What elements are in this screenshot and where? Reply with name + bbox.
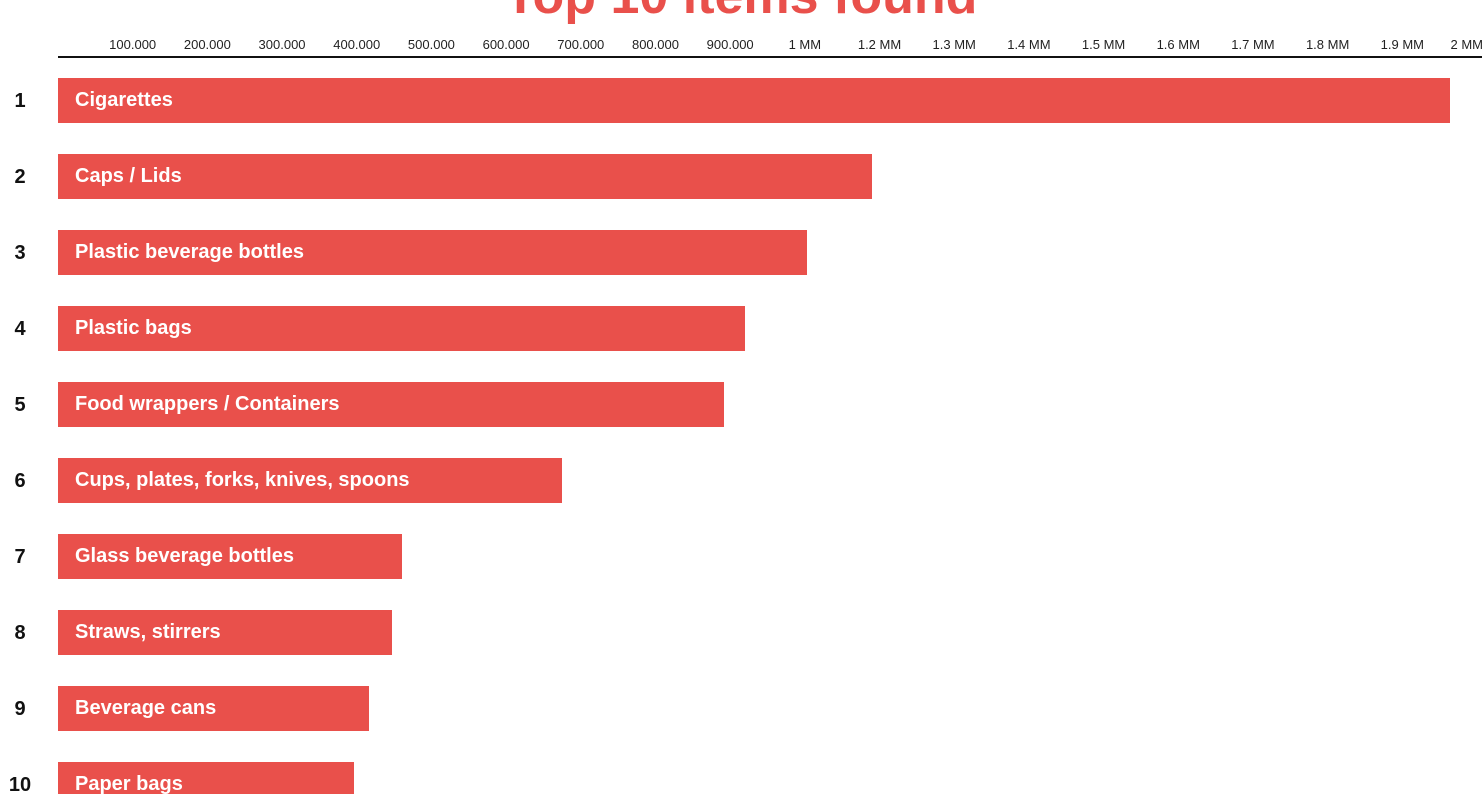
bar: Beverage cans bbox=[58, 686, 369, 731]
rank-number: 3 bbox=[14, 241, 26, 264]
x-tick-label: 1.2 MM bbox=[857, 37, 902, 52]
rank-number: 1 bbox=[14, 89, 26, 112]
bar: Caps / Lids bbox=[58, 154, 873, 199]
x-axis-line bbox=[58, 56, 1482, 58]
x-tick-label: 1.6 MM bbox=[1156, 37, 1200, 52]
bar: Plastic beverage bottles bbox=[58, 230, 808, 275]
bar: Glass beverage bottles bbox=[58, 534, 403, 579]
x-tick-label: 1.4 MM bbox=[1007, 37, 1051, 52]
x-tick-label: 500.000 bbox=[407, 37, 455, 52]
x-tick-label: 400.000 bbox=[333, 37, 381, 52]
rank-number: 5 bbox=[14, 393, 26, 416]
x-tick-label: 1.7 MM bbox=[1231, 37, 1275, 52]
bar: Plastic bags bbox=[58, 306, 746, 351]
x-tick-label: 1.9 MM bbox=[1380, 37, 1424, 52]
x-tick-label: 1.8 MM bbox=[1305, 37, 1350, 52]
x-tick-label: 600.000 bbox=[482, 37, 530, 52]
x-tick-label: 300.000 bbox=[258, 37, 306, 52]
bar-label: Plastic bags bbox=[75, 317, 192, 339]
rank-number: 10 bbox=[8, 773, 32, 794]
x-tick-label: 800.000 bbox=[631, 37, 679, 52]
bar: Food wrappers / Containers bbox=[58, 382, 725, 427]
bar-label: Plastic beverage bottles bbox=[75, 241, 304, 263]
rank-number: 8 bbox=[14, 621, 26, 644]
bar-label: Paper bags bbox=[75, 773, 183, 794]
x-tick-label: 1.3 MM bbox=[932, 37, 976, 52]
rank-number: 2 bbox=[14, 165, 26, 188]
x-tick-label: 100.000 bbox=[109, 37, 157, 52]
bar-label: Glass beverage bottles bbox=[75, 545, 294, 567]
bar-label: Food wrappers / Containers bbox=[75, 393, 340, 415]
x-tick-label: 1.5 MM bbox=[1081, 37, 1126, 52]
bar: Cups, plates, forks, knives, spoons bbox=[58, 458, 563, 503]
rank-number: 4 bbox=[14, 317, 26, 340]
bar-label: Straws, stirrers bbox=[75, 621, 221, 643]
x-tick-label: 200.000 bbox=[183, 37, 231, 52]
rank-number: 7 bbox=[14, 545, 26, 568]
rank-number: 6 bbox=[14, 469, 26, 492]
x-tick-label: 900.000 bbox=[706, 37, 754, 52]
bar-label: Cigarettes bbox=[75, 89, 173, 111]
bar: Paper bags bbox=[58, 762, 354, 794]
chart-title: Top 10 items found bbox=[0, 0, 1482, 26]
x-tick-label: 700.000 bbox=[557, 37, 605, 52]
bar-label: Beverage cans bbox=[75, 697, 217, 719]
x-tick-label: 1 MM bbox=[788, 37, 822, 52]
bar-label: Cups, plates, forks, knives, spoons bbox=[75, 469, 410, 491]
bar: Cigarettes bbox=[58, 78, 1450, 123]
bar-label: Caps / Lids bbox=[75, 165, 182, 187]
x-tick-label: 2 MM bbox=[1450, 37, 1482, 52]
rank-number: 9 bbox=[14, 697, 26, 720]
bar: Straws, stirrers bbox=[58, 610, 392, 655]
